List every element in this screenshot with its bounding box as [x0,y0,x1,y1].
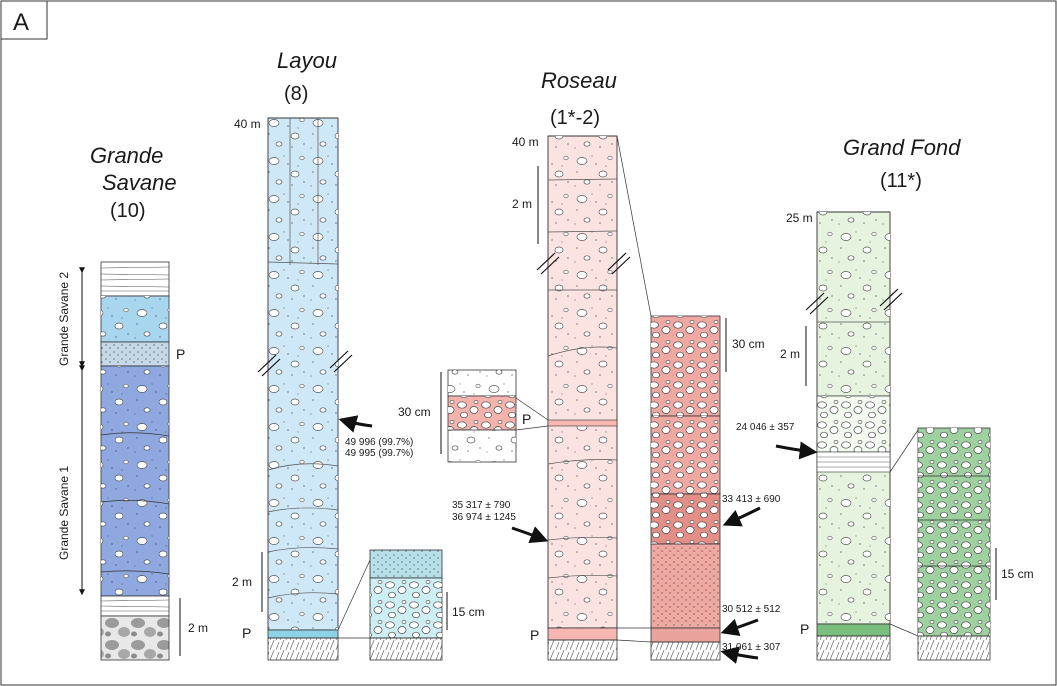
layou-date-arrow [338,415,373,433]
grand-fond-date-arrow [775,441,818,460]
grand-fond-detail-connector-bottom [889,623,919,637]
roseau-insert-mid-texture [448,396,516,430]
grand-fond-base [816,635,891,661]
layou-detail-connector-top [337,559,371,631]
roseau-insert-top-texture [448,370,516,396]
layou-section: Layou (8) 40 m P 2 m 49 996 (99.7%) 49 9… [232,48,485,661]
roseau-detail-scale: 30 cm [732,337,765,351]
roseau-date-right-mid: 33 413 ± 690 [722,494,781,505]
roseau-p-label: P [530,627,539,643]
grand-fond-scale-label: 2 m [780,347,800,361]
layou-number: (8) [284,83,308,105]
grand-fond-detail-base [917,635,991,661]
roseau-detail-paleosol [650,627,721,643]
grand-fond-date: 24 046 ± 357 [736,422,795,433]
roseau-insert-connector-top [515,397,549,421]
roseau-base [547,639,618,661]
roseau-title: Roseau [541,68,617,93]
grand-fond-paleosol [816,623,891,637]
grand-fond-detail-connector-top [889,429,919,473]
roseau-scale-label: 2 m [512,197,532,211]
roseau-section: Roseau (1*-2) 40 m P 2 m [398,68,781,664]
layou-date-2: 49 995 (99.7%) [345,448,413,459]
layou-title: Layou [277,48,337,73]
layou-detail-top-texture [370,550,442,578]
roseau-date-bottom-arrow-1 [720,618,759,636]
roseau-insert-connector-bottom [515,425,549,431]
panel-label: A [13,9,29,36]
grand-fond-title: Grand Fond [843,135,961,160]
roseau-detail-connector-top [616,135,652,317]
grande-savane-substrate [100,615,170,661]
roseau-date-right-arrow [722,506,761,527]
roseau-date-left-arrow [511,526,549,544]
roseau-number: (1*-2) [550,107,600,129]
grande-savane-1-label: Grande Savane 1 [57,466,71,560]
roseau-insert-p: P [522,411,531,427]
grande-savane-title-1: Grande [90,143,163,168]
grande-savane-scale-label: 2 m [188,621,208,635]
layou-p-label: P [242,625,251,641]
panel-label-box [0,0,48,40]
roseau-top-label: 40 m [512,135,539,149]
roseau-p-layer [547,419,618,427]
layou-column-texture [268,118,338,630]
layou-top-label: 40 m [234,117,261,131]
grande-savane-section: Grande Savane (10) Grande Savane 2 Gra [57,143,208,661]
roseau-detail-base [650,641,721,661]
grande-savane-2-texture [101,296,169,342]
roseau-column-texture [548,136,617,628]
roseau-paleosol [547,627,618,641]
grand-fond-p-label: P [800,621,809,637]
grande-savane-title-2: Savane [102,170,177,195]
roseau-insert-scale: 30 cm [398,405,431,419]
roseau-date-left-2: 36 974 ± 1245 [452,512,516,523]
grande-savane-2-label: Grande Savane 2 [57,272,71,366]
roseau-detail-mid-texture [651,416,720,494]
roseau-detail-bottom-texture [651,544,720,628]
layou-detail-scale: 15 cm [452,605,485,619]
grande-savane-1-texture [101,366,169,596]
roseau-date-bottom-2: 31 061 ± 307 [722,642,781,653]
layou-paleosol [267,629,339,639]
roseau-detail-upper-texture [651,316,720,416]
roseau-date-bottom-arrow-2 [720,646,759,664]
roseau-detail-lower-texture [651,494,720,544]
grand-fond-detail-texture [918,428,990,636]
grand-fond-number: (11*) [880,170,922,192]
roseau-detail-connector-base [616,639,652,643]
roseau-insert-bottom-texture [448,430,516,462]
grand-fond-section: Grand Fond (11*) 25 m P 2 m 24 046 ± 357 [736,135,1034,661]
grand-fond-detail-scale: 15 cm [1001,567,1034,581]
grande-savane-p-label: P [176,346,185,362]
layou-detail-texture [370,578,442,638]
grand-fond-top-label: 25 m [786,211,813,225]
grande-savane-number: (10) [110,200,146,222]
roseau-date-bottom-1: 30 512 ± 512 [722,604,781,615]
layou-base [267,637,339,661]
layou-detail-base [369,637,443,661]
grand-fond-coarse-texture [817,396,890,452]
grande-savane-paleosol-texture [101,342,169,366]
roseau-date-left-1: 35 317 ± 790 [452,500,511,511]
layou-date-1: 49 996 (99.7%) [345,437,413,448]
layou-scale-label: 2 m [232,575,252,589]
